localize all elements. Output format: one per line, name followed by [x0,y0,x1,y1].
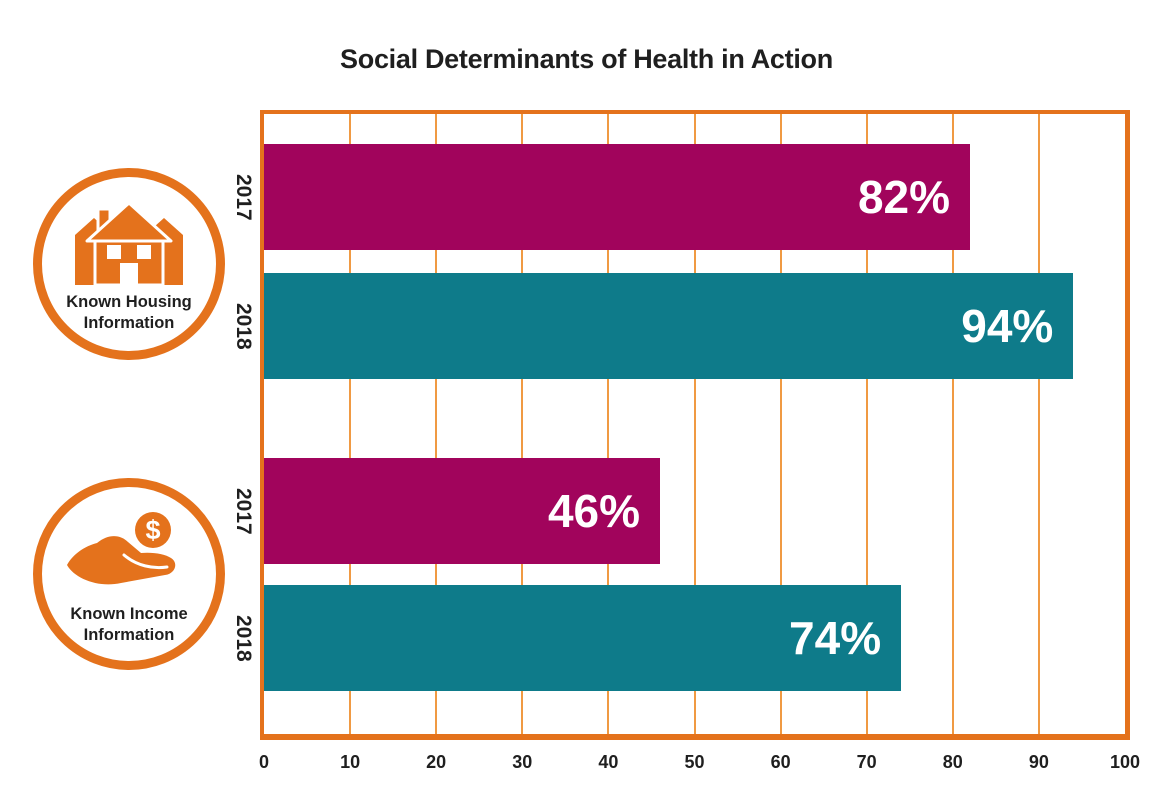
year-label-2018: 2018 [232,614,255,662]
gridline-20 [435,114,438,734]
gridline-80 [951,114,954,734]
x-tick-label-20: 20 [426,752,447,772]
gridline-10 [349,114,352,734]
gridline-30 [521,114,524,734]
y-axis-category-labels: 2017 2018 2017 2018 [228,114,258,734]
gridline-50 [693,114,696,734]
legend-badge-income: $ Known Income Information [33,478,225,670]
x-tick-label-90: 90 [1028,752,1049,772]
x-tick-label-60: 60 [770,752,791,772]
bar-value-label: 74% [789,612,882,664]
x-tick-label-10: 10 [340,752,361,772]
bar-value-label: 94% [961,300,1054,352]
x-tick-label-30: 30 [512,752,533,772]
year-label-2018: 2018 [232,302,255,350]
gridline-90 [1037,114,1040,734]
house-icon [75,201,183,287]
legend-badge-housing: Known Housing Information [33,168,225,360]
x-tick-label-100: 100 [1109,752,1141,772]
x-tick-label-50: 50 [684,752,705,772]
x-tick-label-70: 70 [856,752,877,772]
bar-coin-in-hand-2017: 46% [264,458,661,564]
x-axis-tick-labels: 0 10 20 30 40 50 60 70 80 90 100 [259,752,1140,778]
legend-caption-housing: Known Housing Information [66,293,192,333]
dollar-sign: $ [145,515,160,545]
bar-value-label: 82% [857,171,951,223]
bar-house-2017: 82% [264,144,971,250]
year-label-2017: 2017 [232,173,255,221]
coin-in-hand-icon: $ [67,512,176,585]
x-tick-label-80: 80 [942,752,963,772]
bar-value-label: 46% [547,485,641,537]
x-tick-label-0: 0 [258,752,270,772]
coin-icon [135,512,171,548]
x-tick-label-40: 40 [598,752,619,772]
legend-caption-income: Known Income Information [70,605,188,645]
bar-coin-in-hand-2018: 74% [264,585,902,691]
gridline-70 [865,114,868,734]
year-label-2017: 2017 [232,487,255,535]
chart-title: Social Determinants of Health in Action [340,44,833,74]
gridline-40 [607,114,610,734]
gridline-60 [779,114,782,734]
bar-house-2018: 94% [264,273,1074,379]
plot-area: 82% 94% 46% 74% [264,114,1125,734]
